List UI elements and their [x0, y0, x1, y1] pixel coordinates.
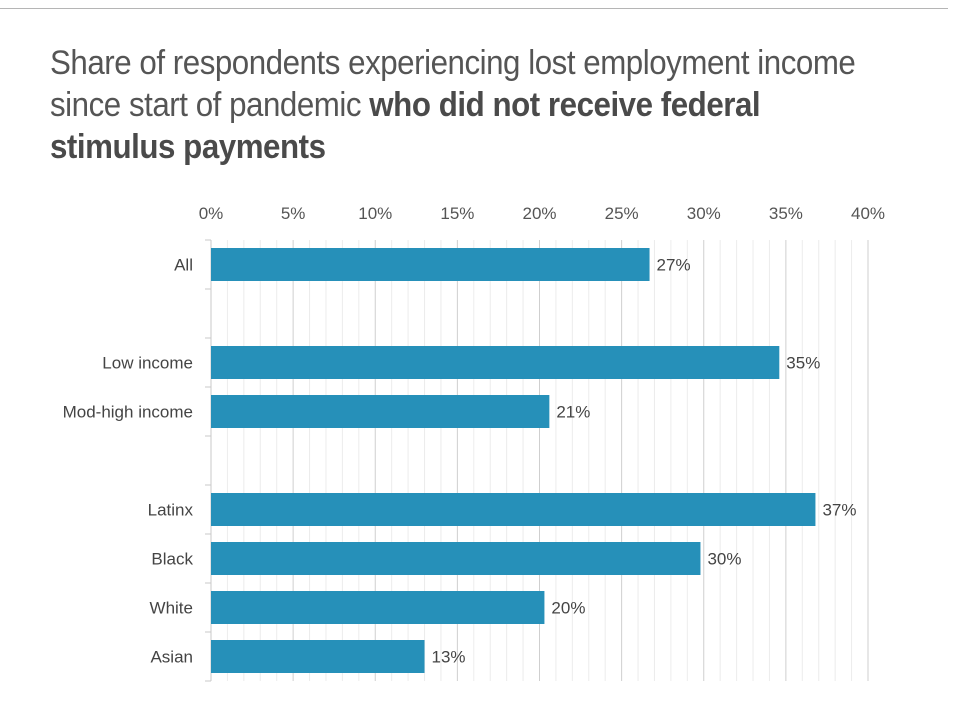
x-tick-label: 5% [281, 204, 306, 223]
data-label: 13% [432, 648, 466, 667]
x-tick-label: 30% [687, 204, 721, 223]
bar [211, 248, 650, 281]
bar [211, 640, 425, 673]
bar [211, 542, 701, 575]
category-label: Asian [150, 648, 193, 667]
x-tick-label: 0% [199, 204, 224, 223]
x-tick-label: 20% [522, 204, 556, 223]
data-label: 35% [786, 354, 820, 373]
x-tick-label: 25% [605, 204, 639, 223]
bar [211, 493, 816, 526]
x-tick-label: 40% [851, 204, 885, 223]
x-tick-label: 10% [358, 204, 392, 223]
x-tick-label: 15% [440, 204, 474, 223]
category-label: Black [151, 550, 193, 569]
category-label: White [150, 599, 193, 618]
data-label: 27% [657, 256, 691, 275]
data-label: 21% [556, 403, 590, 422]
top-rule [0, 8, 948, 9]
category-label: Mod-high income [63, 403, 193, 422]
x-tick-label: 35% [769, 204, 803, 223]
chart-title: Share of respondents experiencing lost e… [50, 42, 860, 168]
title-regular: Share of respondents experiencing lost e… [50, 44, 856, 124]
category-label: Latinx [148, 501, 194, 520]
bar [211, 591, 545, 624]
bar [211, 346, 780, 379]
category-label: Low income [102, 354, 193, 373]
title-bold: who did not receive federal stimulus pay… [50, 86, 761, 166]
category-label: All [174, 256, 193, 275]
bar [211, 395, 550, 428]
data-label: 30% [707, 550, 741, 569]
data-label: 37% [822, 501, 856, 520]
data-label: 20% [551, 599, 585, 618]
